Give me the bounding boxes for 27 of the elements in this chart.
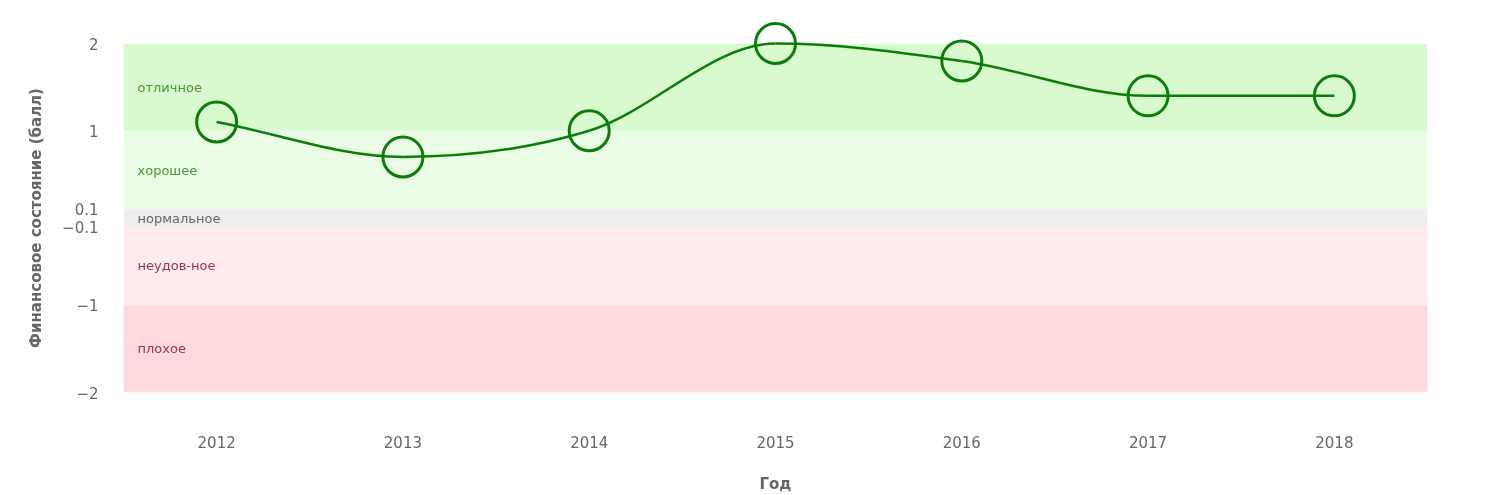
x-tick-label: 2018 bbox=[1315, 433, 1354, 452]
point bbox=[567, 109, 611, 153]
x-tick-label: 2016 bbox=[942, 433, 981, 452]
band-label: плохое bbox=[137, 341, 186, 357]
band-label: отличное bbox=[137, 79, 202, 95]
point bbox=[195, 100, 239, 144]
y-tick-label: 2 bbox=[88, 35, 99, 54]
y-tick-label: 0.1 bbox=[74, 201, 99, 220]
point bbox=[754, 22, 797, 65]
y-tick-label: −0.1 bbox=[62, 218, 99, 237]
x-tick-label: 2012 bbox=[197, 433, 236, 452]
x-axis-title: Год bbox=[759, 474, 792, 493]
y-tick-label: −1 bbox=[76, 297, 99, 316]
x-tick-label: 2013 bbox=[383, 433, 423, 452]
y-axis-title: Финансовое состояние (балл) bbox=[27, 88, 46, 348]
x-tick-label: 2015 bbox=[756, 433, 795, 452]
point bbox=[1312, 74, 1356, 118]
x-tick-label: 2017 bbox=[1128, 433, 1168, 452]
point bbox=[1126, 74, 1170, 118]
point bbox=[940, 39, 984, 83]
y-tick-label: −2 bbox=[76, 384, 99, 403]
band-label: хорошее bbox=[137, 162, 198, 178]
x-tick-label: 2014 bbox=[570, 433, 609, 452]
band-label: нормальное bbox=[137, 210, 221, 226]
point bbox=[381, 135, 425, 179]
y-tick-label: 1 bbox=[88, 122, 99, 141]
band-label: неудов-ное bbox=[137, 258, 216, 274]
